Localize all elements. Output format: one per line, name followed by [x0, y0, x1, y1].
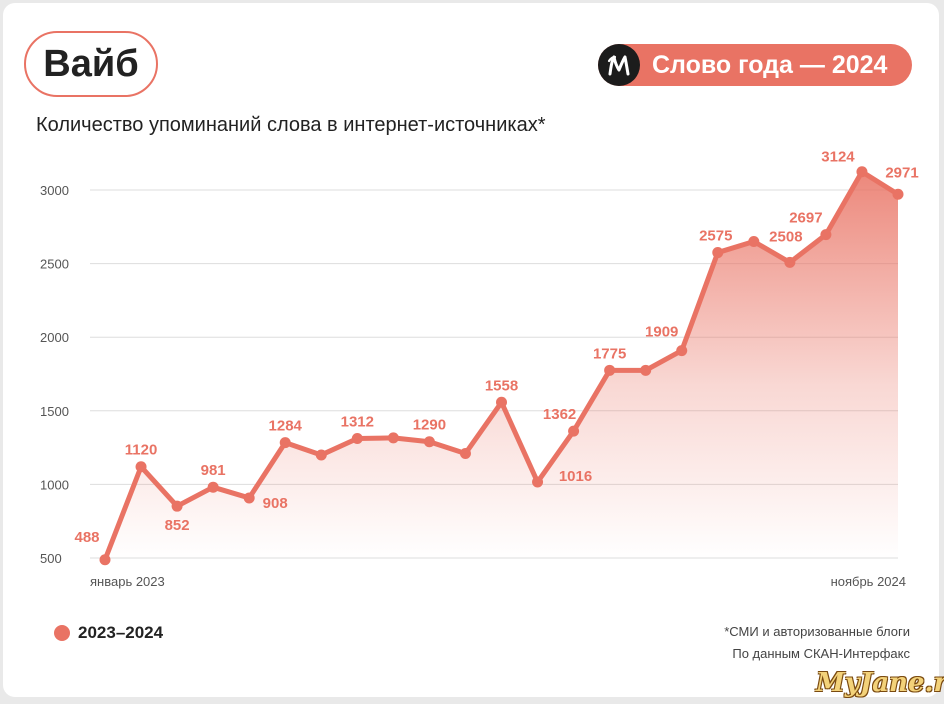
data-label: 2575 [699, 228, 732, 245]
legend: 2023–2024 [54, 622, 163, 644]
data-label: 1290 [413, 417, 446, 434]
data-label: 1312 [341, 413, 374, 430]
m-logo-icon [598, 44, 640, 86]
data-label: 1775 [593, 345, 626, 362]
data-point [820, 229, 832, 241]
data-point [748, 236, 760, 248]
data-label: 1016 [559, 468, 592, 485]
data-point [568, 425, 580, 437]
data-point [892, 188, 904, 200]
data-label: 1120 [125, 442, 158, 459]
data-point [496, 396, 507, 408]
y-tick-label: 1000 [40, 477, 69, 492]
y-tick-label: 1500 [40, 404, 69, 419]
data-point [676, 345, 688, 357]
data-point [784, 256, 796, 268]
source-credit: По данным СКАН-Интерфакс [732, 646, 910, 661]
word-pill: Вайб [24, 31, 158, 97]
data-point [279, 437, 291, 449]
data-label: 3124 [821, 149, 855, 166]
data-label: 852 [165, 517, 190, 534]
data-point [532, 476, 544, 488]
data-label: 488 [74, 529, 99, 546]
y-tick-label: 2500 [40, 257, 69, 272]
data-point [315, 449, 327, 461]
data-point [243, 492, 255, 504]
data-point [135, 461, 147, 473]
data-label: 1558 [485, 377, 518, 394]
data-label: 981 [201, 462, 226, 479]
data-label: 1909 [645, 324, 678, 341]
data-point [387, 432, 399, 444]
data-label: 1284 [269, 418, 303, 435]
legend-marker [54, 625, 70, 641]
data-point [99, 554, 111, 566]
x-start-label: январь 2023 [90, 574, 165, 589]
badge-label: Слово года — 2024 [652, 51, 888, 79]
data-point [459, 447, 471, 459]
y-tick-label: 2000 [40, 330, 69, 345]
y-tick-label: 3000 [40, 183, 69, 198]
data-label: 908 [263, 495, 288, 512]
data-label: 1362 [543, 406, 576, 423]
chart-subtitle: Количество упоминаний слова в интернет-и… [36, 114, 546, 136]
source-note: *СМИ и авторизованные блоги [724, 624, 910, 639]
word-of-year-badge: Слово года — 2024 [598, 44, 912, 86]
data-point [640, 364, 652, 376]
data-point [171, 500, 183, 512]
data-label: 2697 [789, 210, 822, 227]
data-point [207, 481, 219, 493]
series-area [105, 171, 898, 560]
data-label: 2508 [769, 228, 802, 245]
data-point [856, 166, 868, 178]
data-point [604, 364, 616, 376]
y-tick-label: 500 [40, 551, 62, 566]
word-title: Вайб [43, 42, 139, 85]
legend-label: 2023–2024 [78, 623, 164, 642]
data-label: 2971 [885, 164, 918, 181]
watermark-logo: MyJane.ru [816, 668, 944, 698]
data-point [351, 432, 363, 444]
data-point [712, 247, 724, 259]
data-point [423, 436, 435, 448]
x-end-label: ноябрь 2024 [831, 574, 906, 589]
